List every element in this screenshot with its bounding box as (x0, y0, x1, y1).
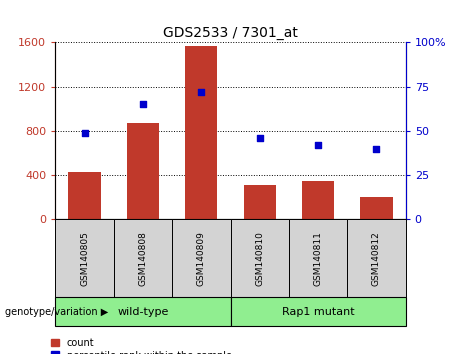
Text: Rap1 mutant: Rap1 mutant (282, 307, 355, 316)
Point (256, 135, 263, 141)
Text: genotype/variation ▶: genotype/variation ▶ (5, 307, 108, 316)
Text: GSM140805: GSM140805 (80, 231, 89, 286)
Point (139, 102, 147, 107)
Text: GSM140810: GSM140810 (255, 231, 264, 286)
Point (81, 130, 88, 136)
Bar (361, 198, 393, 219)
Bar (69, 172, 100, 219)
Bar (302, 181, 334, 219)
Text: wild-type: wild-type (117, 307, 169, 316)
Point (373, 146, 380, 152)
Title: GDS2533 / 7301_at: GDS2533 / 7301_at (163, 26, 298, 40)
Bar (243, 185, 276, 219)
Text: GSM140812: GSM140812 (372, 231, 381, 286)
Bar (185, 46, 218, 219)
Bar (127, 123, 159, 219)
Text: GSM140808: GSM140808 (138, 231, 148, 286)
Text: GSM140809: GSM140809 (197, 231, 206, 286)
Text: GSM140811: GSM140811 (313, 231, 323, 286)
Point (314, 142, 322, 148)
Point (198, 89, 205, 95)
Legend: count, percentile rank within the sample: count, percentile rank within the sample (51, 338, 231, 354)
